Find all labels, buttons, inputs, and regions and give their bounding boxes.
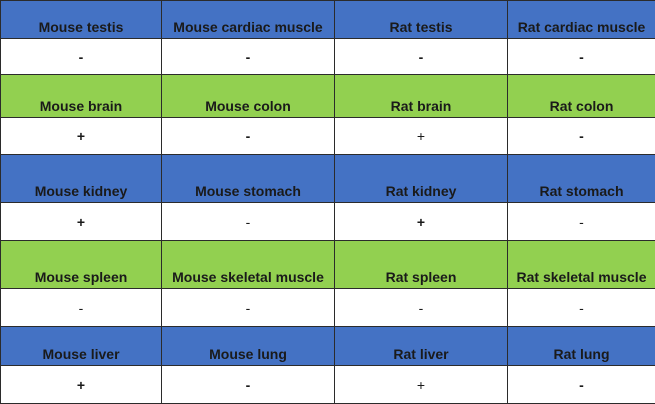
result-cell: + [1, 366, 162, 404]
result-cell: + [335, 118, 508, 155]
result-cell: - [162, 118, 335, 155]
result-row: + - + - [1, 118, 655, 155]
result-row: + - + - [1, 203, 655, 241]
result-row: - - - - [1, 39, 655, 75]
tissue-header-cell: Mouse colon [162, 75, 335, 118]
tissue-header-cell: Rat cardiac muscle [508, 1, 655, 39]
header-row: Mouse testis Mouse cardiac muscle Rat te… [1, 1, 655, 39]
tissue-header-cell: Mouse stomach [162, 155, 335, 203]
result-cell: + [1, 203, 162, 241]
result-cell: - [508, 203, 655, 241]
result-cell: - [335, 39, 508, 75]
result-cell: - [1, 289, 162, 327]
result-cell: + [1, 118, 162, 155]
result-cell: - [508, 118, 655, 155]
tissue-header-cell: Mouse liver [1, 327, 162, 366]
tissue-header-cell: Rat brain [335, 75, 508, 118]
result-cell: - [508, 39, 655, 75]
tissue-header-cell: Rat lung [508, 327, 655, 366]
tissue-header-cell: Mouse kidney [1, 155, 162, 203]
header-row: Mouse brain Mouse colon Rat brain Rat co… [1, 75, 655, 118]
tissue-header-cell: Rat stomach [508, 155, 655, 203]
tissue-header-cell: Rat colon [508, 75, 655, 118]
tissue-header-cell: Rat kidney [335, 155, 508, 203]
header-row: Mouse liver Mouse lung Rat liver Rat lun… [1, 327, 655, 366]
tissue-header-cell: Mouse lung [162, 327, 335, 366]
tissue-header-cell: Rat spleen [335, 241, 508, 289]
result-cell: - [508, 289, 655, 327]
tissue-header-cell: Rat testis [335, 1, 508, 39]
result-row: + - + - [1, 366, 655, 404]
tissue-header-cell: Mouse cardiac muscle [162, 1, 335, 39]
header-row: Mouse kidney Mouse stomach Rat kidney Ra… [1, 155, 655, 203]
tissue-header-cell: Mouse testis [1, 1, 162, 39]
header-row: Mouse spleen Mouse skeletal muscle Rat s… [1, 241, 655, 289]
result-cell: - [508, 366, 655, 404]
result-cell: + [335, 366, 508, 404]
tissue-header-cell: Rat skeletal muscle [508, 241, 655, 289]
tissue-header-cell: Mouse spleen [1, 241, 162, 289]
result-cell: - [1, 39, 162, 75]
result-cell: + [335, 203, 508, 241]
result-cell: - [162, 366, 335, 404]
tissue-header-cell: Rat liver [335, 327, 508, 366]
result-cell: - [162, 203, 335, 241]
result-cell: - [162, 39, 335, 75]
result-row: - - - - [1, 289, 655, 327]
result-cell: - [162, 289, 335, 327]
tissue-header-cell: Mouse brain [1, 75, 162, 118]
tissue-header-cell: Mouse skeletal muscle [162, 241, 335, 289]
result-cell: - [335, 289, 508, 327]
